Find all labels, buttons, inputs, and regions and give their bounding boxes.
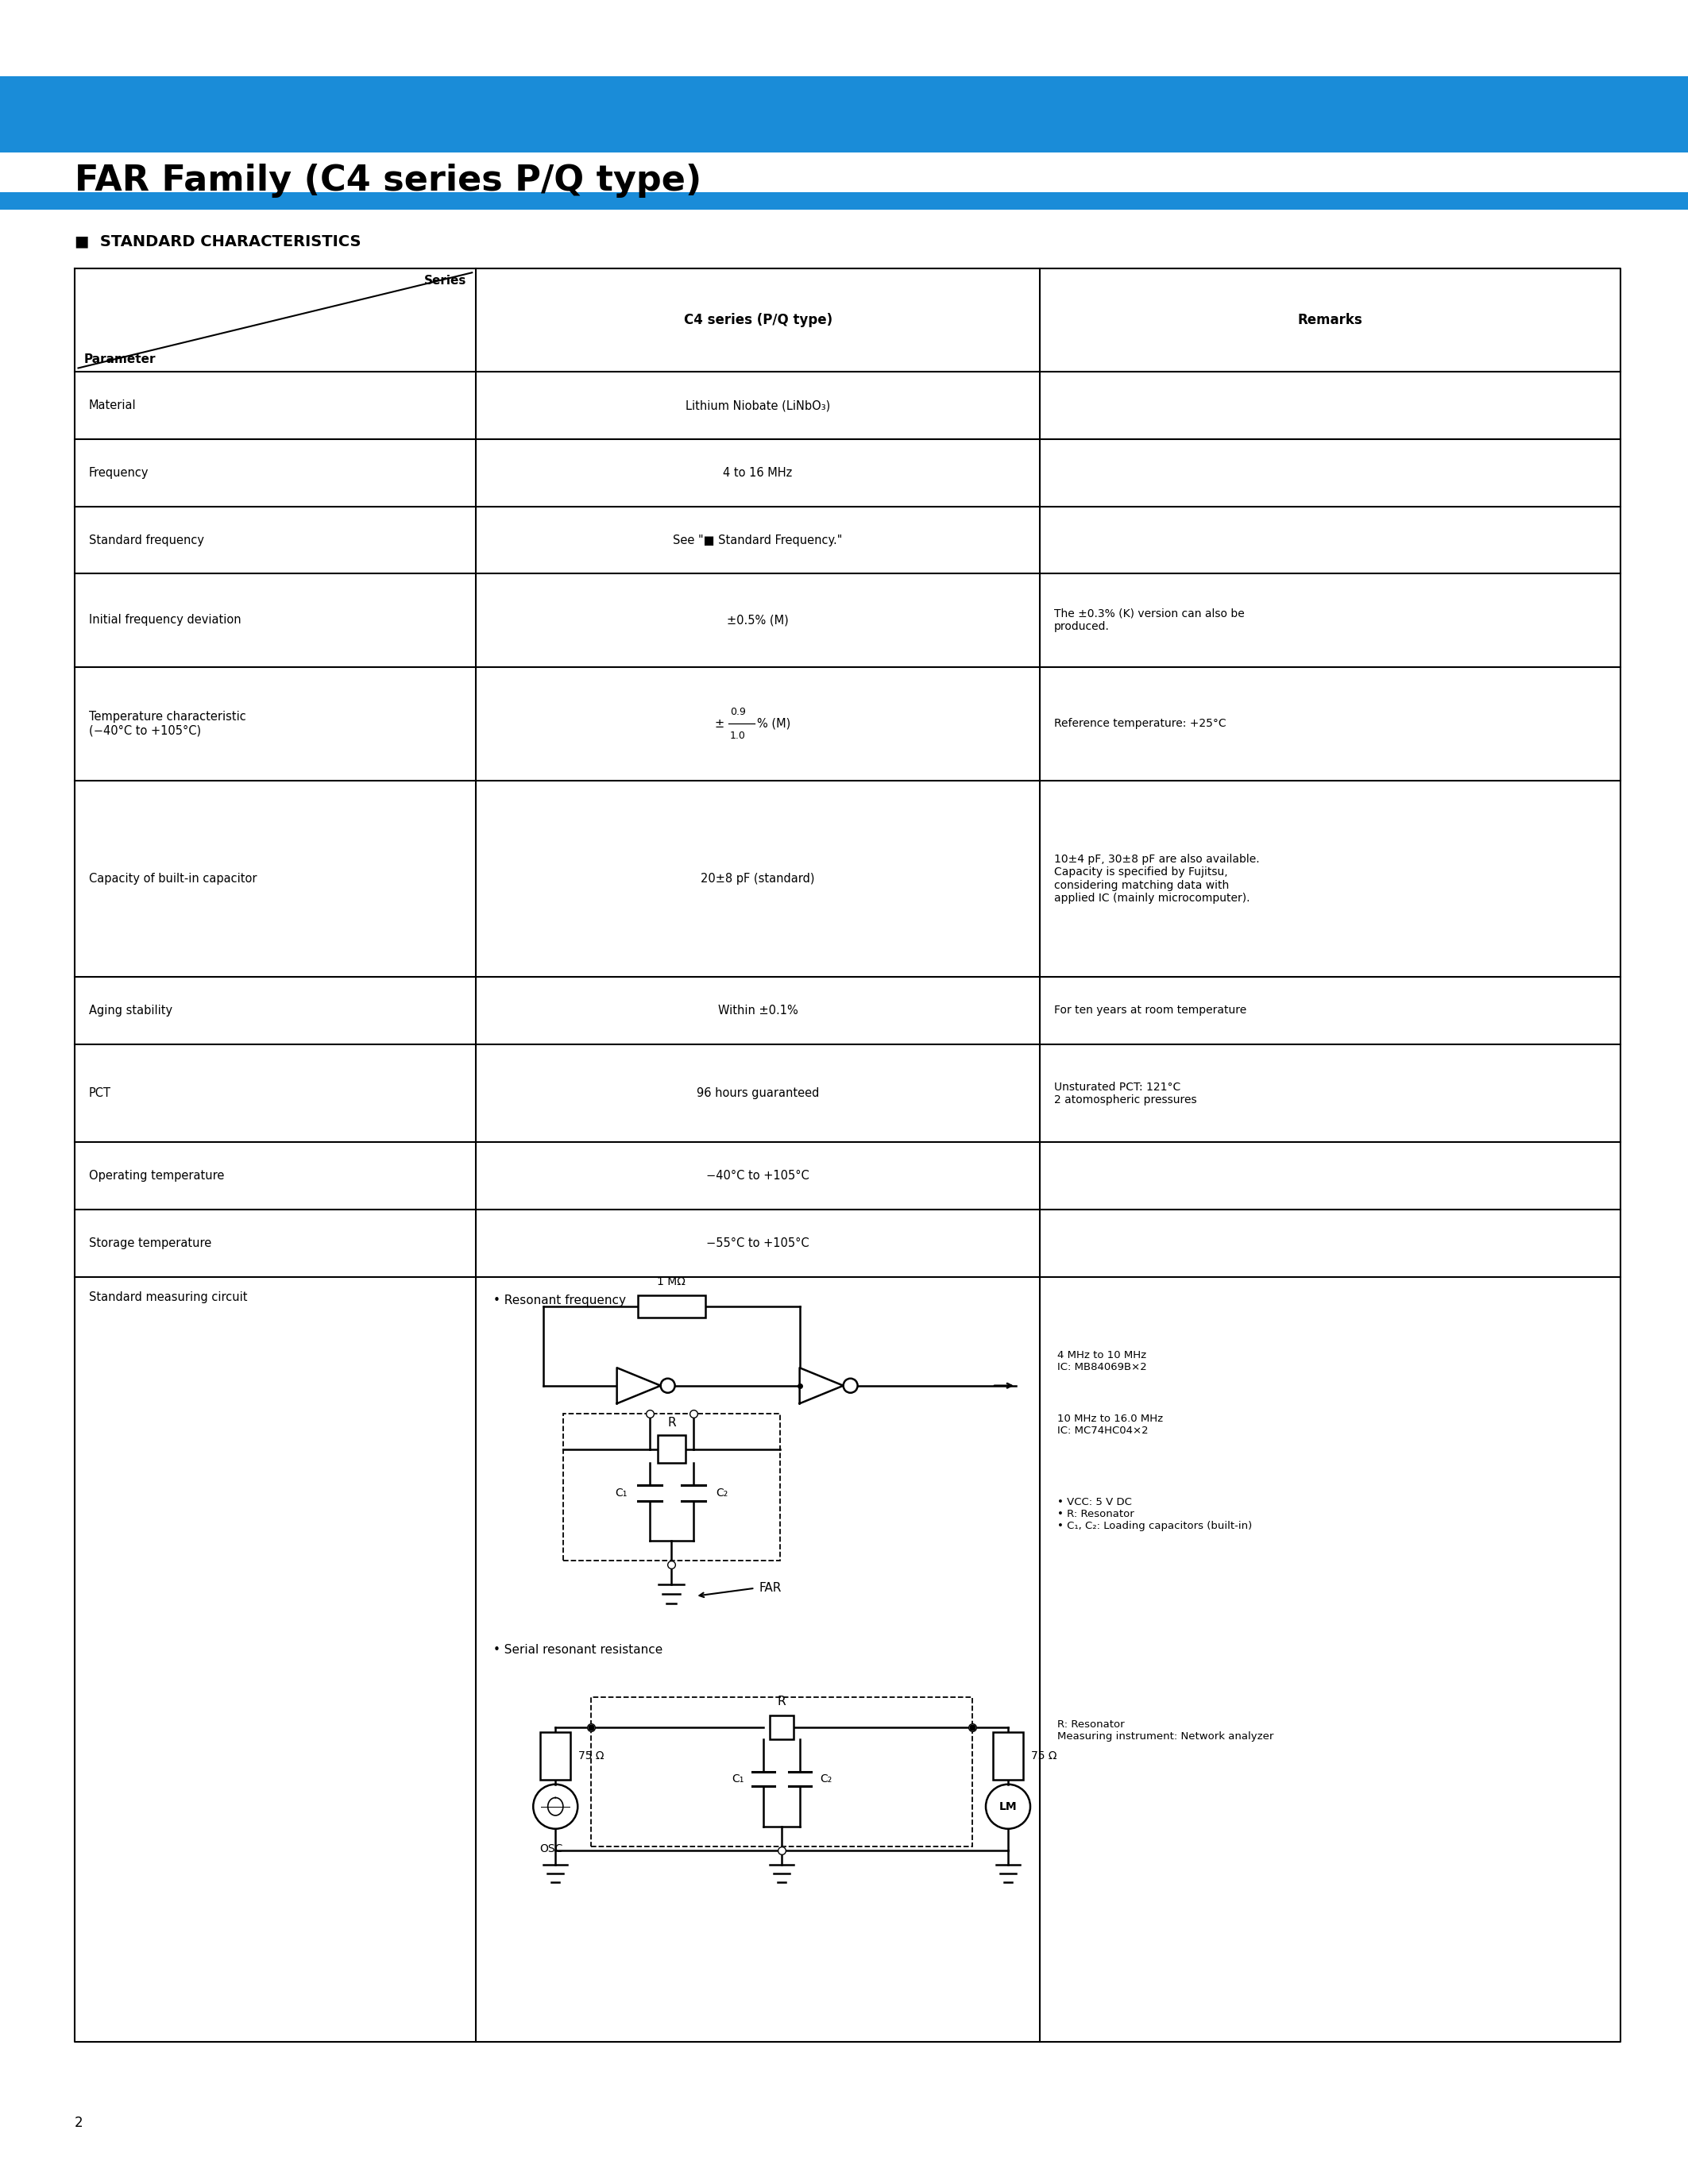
Text: Within ±0.1%: Within ±0.1% — [717, 1005, 798, 1016]
Text: % (M): % (M) — [758, 719, 790, 729]
Text: Remarks: Remarks — [1298, 312, 1362, 328]
Text: 10±4 pF, 30±8 pF are also available.
Capacity is specified by Fujitsu,
consideri: 10±4 pF, 30±8 pF are also available. Cap… — [1053, 854, 1259, 904]
Bar — [591, 1697, 972, 1845]
Text: 75 Ω: 75 Ω — [1031, 1749, 1057, 1760]
Text: 96 hours guaranteed: 96 hours guaranteed — [697, 1088, 819, 1099]
Text: The ±0.3% (K) version can also be
produced.: The ±0.3% (K) version can also be produc… — [1053, 607, 1244, 631]
Text: Frequency: Frequency — [88, 467, 149, 478]
Text: Initial frequency deviation: Initial frequency deviation — [88, 614, 241, 627]
Text: Reference temperature: +25°C: Reference temperature: +25°C — [1053, 719, 1225, 729]
Bar — [638, 1295, 706, 1317]
Text: • VCC: 5 V DC
• R: Resonator
• C₁, C₂: Loading capacitors (built-in): • VCC: 5 V DC • R: Resonator • C₁, C₂: L… — [1057, 1496, 1252, 1531]
Text: 2: 2 — [74, 2116, 83, 2129]
Text: −40°C to +105°C: −40°C to +105°C — [706, 1171, 810, 1182]
Bar — [658, 1435, 685, 1463]
Text: FAR Family (C4 series P/Q type): FAR Family (C4 series P/Q type) — [74, 164, 701, 199]
Text: 1.0: 1.0 — [731, 729, 746, 740]
Text: FAR: FAR — [760, 1581, 782, 1594]
Text: Storage temperature: Storage temperature — [88, 1238, 211, 1249]
Text: • Serial resonant resistance: • Serial resonant resistance — [493, 1645, 663, 1655]
Text: LM: LM — [999, 1802, 1016, 1813]
Text: Capacity of built-in capacitor: Capacity of built-in capacitor — [88, 874, 257, 885]
Bar — [540, 1732, 571, 1780]
Text: C4 series (P/Q type): C4 series (P/Q type) — [684, 312, 832, 328]
Text: Series: Series — [424, 275, 466, 286]
Text: See "■ Standard Frequency.": See "■ Standard Frequency." — [674, 535, 842, 546]
Bar — [0, 76, 1688, 153]
Text: R: R — [667, 1417, 675, 1428]
Text: Material: Material — [88, 400, 137, 411]
Text: ±: ± — [714, 719, 724, 729]
Text: C₁: C₁ — [731, 1773, 744, 1784]
Text: Standard measuring circuit: Standard measuring circuit — [88, 1291, 246, 1304]
Text: Lithium Niobate (LiNbO₃): Lithium Niobate (LiNbO₃) — [685, 400, 830, 411]
Text: 4 to 16 MHz: 4 to 16 MHz — [722, 467, 793, 478]
Text: Standard frequency: Standard frequency — [88, 535, 204, 546]
Text: C₂: C₂ — [716, 1487, 728, 1498]
Bar — [770, 1714, 793, 1738]
Bar — [564, 1413, 780, 1559]
Text: −55°C to +105°C: −55°C to +105°C — [707, 1238, 810, 1249]
Text: ■  STANDARD CHARACTERISTICS: ■ STANDARD CHARACTERISTICS — [74, 234, 361, 249]
Text: OSC: OSC — [540, 1843, 564, 1854]
Bar — [993, 1732, 1023, 1780]
Text: Operating temperature: Operating temperature — [88, 1171, 225, 1182]
Text: Unsturated PCT: 121°C
2 atomospheric pressures: Unsturated PCT: 121°C 2 atomospheric pre… — [1053, 1081, 1197, 1105]
Text: • Resonant frequency: • Resonant frequency — [493, 1295, 626, 1306]
Text: PCT: PCT — [88, 1088, 111, 1099]
Text: 0.9: 0.9 — [731, 708, 746, 716]
Text: 4 MHz to 10 MHz
IC: MB84069B×2: 4 MHz to 10 MHz IC: MB84069B×2 — [1057, 1350, 1146, 1372]
Text: 75 Ω: 75 Ω — [579, 1749, 604, 1760]
Text: 1 MΩ: 1 MΩ — [657, 1275, 685, 1286]
Text: Parameter: Parameter — [84, 354, 155, 365]
Text: Aging stability: Aging stability — [88, 1005, 172, 1016]
Text: ±0.5% (M): ±0.5% (M) — [728, 614, 788, 627]
Polygon shape — [616, 1367, 660, 1404]
Text: For ten years at room temperature: For ten years at room temperature — [1053, 1005, 1246, 1016]
Text: R: R — [778, 1695, 787, 1708]
Text: R: Resonator
Measuring instrument: Network analyzer: R: Resonator Measuring instrument: Netwo… — [1057, 1719, 1274, 1741]
Text: 20±8 pF (standard): 20±8 pF (standard) — [701, 874, 815, 885]
Bar — [0, 192, 1688, 210]
Text: C₂: C₂ — [820, 1773, 832, 1784]
Text: Temperature characteristic
(−40°C to +105°C): Temperature characteristic (−40°C to +10… — [88, 710, 246, 736]
Text: 10 MHz to 16.0 MHz
IC: MC74HC04×2: 10 MHz to 16.0 MHz IC: MC74HC04×2 — [1057, 1413, 1163, 1435]
Polygon shape — [800, 1367, 844, 1404]
Text: C₁: C₁ — [614, 1487, 628, 1498]
